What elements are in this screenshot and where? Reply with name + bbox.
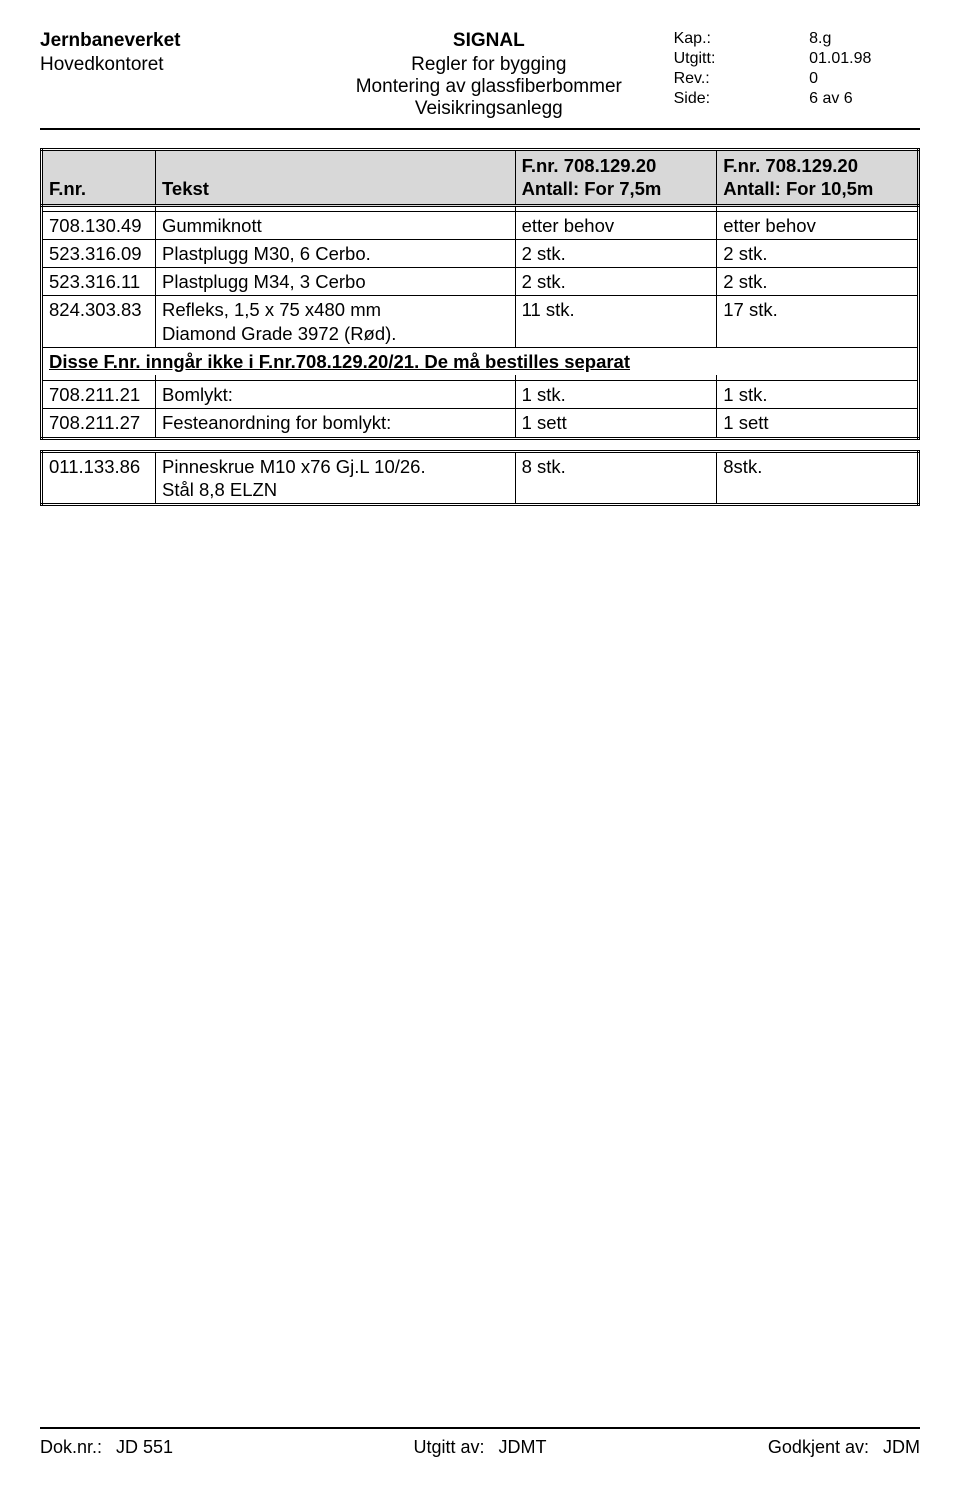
office-name: Hovedkontoret (40, 54, 304, 76)
col-header-fnr: F.nr. (42, 150, 156, 206)
cell-qty-b: etter behov (717, 212, 919, 240)
col-header-line: F.nr. 708.129.20 (723, 155, 858, 176)
table-note-row: Disse F.nr. inngår ikke i F.nr.708.129.2… (42, 347, 919, 375)
meta-label: Utgitt: (674, 50, 810, 68)
cell-qty-a: etter behov (515, 212, 717, 240)
cell-qty-b: 1 stk. (717, 381, 919, 409)
cell-qty-a: 1 sett (515, 409, 717, 438)
cell-tekst: Plastplugg M30, 6 Cerbo. (156, 240, 516, 268)
cell-tekst: Plastplugg M34, 3 Cerbo (156, 268, 516, 296)
table-row: 011.133.86 Pinneskrue M10 x76 Gj.L 10/26… (42, 451, 919, 504)
cell-qty-a: 11 stk. (515, 296, 717, 347)
document-page: Jernbaneverket Hovedkontoret SIGNAL Regl… (0, 0, 960, 1493)
col-header-antall-10: F.nr. 708.129.20 Antall: For 10,5m (717, 150, 919, 206)
doc-title-signal: SIGNAL (304, 30, 674, 52)
cell-qty-b: 17 stk. (717, 296, 919, 347)
cell-tekst: Gummiknott (156, 212, 516, 240)
cell-qty-b: 2 stk. (717, 240, 919, 268)
doc-subtitle-2: Montering av glassfiberbommer (304, 76, 674, 98)
meta-label: Rev.: (674, 70, 810, 88)
cell-qty-b: 1 sett (717, 409, 919, 438)
col-header-line: Antall: For 10,5m (723, 178, 873, 199)
table-header-row: F.nr. Tekst F.nr. 708.129.20 Antall: For… (42, 150, 919, 206)
cell-qty-a: 2 stk. (515, 240, 717, 268)
cell-fnr: 708.211.21 (42, 381, 156, 409)
cell-tekst: Pinneskrue M10 x76 Gj.L 10/26. Stål 8,8 … (156, 451, 516, 504)
cell-fnr: 824.303.83 (42, 296, 156, 347)
meta-row-utgitt: Utgitt: 01.01.98 (674, 50, 920, 68)
footer-label: Dok.nr.: (40, 1437, 102, 1458)
meta-label: Kap.: (674, 30, 810, 48)
doc-subtitle-3: Veisikringsanlegg (304, 98, 674, 120)
footer-label: Godkjent av: (768, 1437, 869, 1458)
cell-qty-a: 1 stk. (515, 381, 717, 409)
table-row: 824.303.83 Refleks, 1,5 x 75 x480 mm Dia… (42, 296, 919, 347)
header-left: Jernbaneverket Hovedkontoret (40, 30, 304, 120)
doc-subtitle-1: Regler for bygging (304, 54, 674, 76)
meta-row-side: Side: 6 av 6 (674, 90, 920, 108)
cell-fnr: 708.130.49 (42, 212, 156, 240)
footer-value: JD 551 (116, 1437, 173, 1458)
table-row: 708.130.49 Gummiknott etter behov etter … (42, 212, 919, 240)
footer-utgitt-av: Utgitt av: JDMT (333, 1437, 626, 1458)
col-header-antall-7: F.nr. 708.129.20 Antall: For 7,5m (515, 150, 717, 206)
footer-godkjent-av: Godkjent av: JDM (627, 1437, 920, 1458)
table-note-text: Disse F.nr. inngår ikke i F.nr.708.129.2… (42, 347, 919, 375)
note-text: Disse F.nr. inngår ikke i F.nr.708.129.2… (49, 351, 630, 372)
cell-fnr: 708.211.27 (42, 409, 156, 438)
col-header-tekst: Tekst (156, 150, 516, 206)
table-row: 523.316.11 Plastplugg M34, 3 Cerbo 2 stk… (42, 268, 919, 296)
cell-qty-b: 8stk. (717, 451, 919, 504)
table-row: 708.211.27 Festeanordning for bomlykt: 1… (42, 409, 919, 438)
cell-qty-a: 8 stk. (515, 451, 717, 504)
footer-doknr: Dok.nr.: JD 551 (40, 1437, 333, 1458)
table-row: 523.316.09 Plastplugg M30, 6 Cerbo. 2 st… (42, 240, 919, 268)
col-header-line: F.nr. 708.129.20 (522, 155, 657, 176)
meta-value: 8.g (809, 30, 920, 48)
header-right-meta: Kap.: 8.g Utgitt: 01.01.98 Rev.: 0 Side:… (674, 30, 920, 120)
page-header: Jernbaneverket Hovedkontoret SIGNAL Regl… (40, 30, 920, 130)
cell-tekst: Refleks, 1,5 x 75 x480 mm Diamond Grade … (156, 296, 516, 347)
cell-tekst: Bomlykt: (156, 381, 516, 409)
meta-value: 6 av 6 (809, 90, 920, 108)
organization-name: Jernbaneverket (40, 30, 304, 52)
footer-value: JDM (883, 1437, 920, 1458)
meta-value: 01.01.98 (809, 50, 920, 68)
meta-label: Side: (674, 90, 810, 108)
cell-tekst: Festeanordning for bomlykt: (156, 409, 516, 438)
cell-qty-a: 2 stk. (515, 268, 717, 296)
meta-row-rev: Rev.: 0 (674, 70, 920, 88)
table-row: 708.211.21 Bomlykt: 1 stk. 1 stk. (42, 381, 919, 409)
cell-qty-b: 2 stk. (717, 268, 919, 296)
tables-container: F.nr. Tekst F.nr. 708.129.20 Antall: For… (40, 148, 920, 506)
col-header-line: Antall: For 7,5m (522, 178, 662, 199)
parts-table-1: F.nr. Tekst F.nr. 708.129.20 Antall: For… (40, 148, 920, 440)
header-center: SIGNAL Regler for bygging Montering av g… (304, 30, 674, 120)
meta-row-kap: Kap.: 8.g (674, 30, 920, 48)
footer-label: Utgitt av: (413, 1437, 484, 1458)
cell-fnr: 523.316.09 (42, 240, 156, 268)
cell-fnr: 523.316.11 (42, 268, 156, 296)
meta-value: 0 (809, 70, 920, 88)
page-footer: Dok.nr.: JD 551 Utgitt av: JDMT Godkjent… (40, 1427, 920, 1458)
table-gap (40, 440, 920, 450)
parts-table-2: 011.133.86 Pinneskrue M10 x76 Gj.L 10/26… (40, 450, 920, 506)
footer-value: JDMT (499, 1437, 547, 1458)
cell-fnr: 011.133.86 (42, 451, 156, 504)
